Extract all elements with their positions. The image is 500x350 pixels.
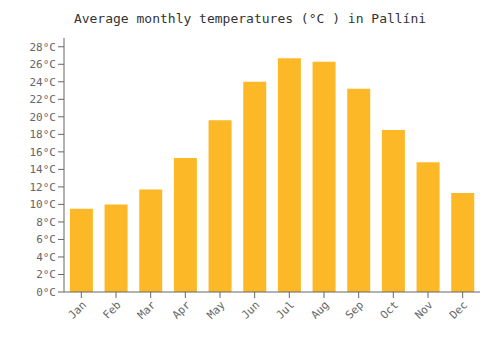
svg-text:26°C: 26°C bbox=[30, 58, 57, 71]
svg-text:6°C: 6°C bbox=[36, 233, 56, 246]
svg-text:Aug: Aug bbox=[308, 298, 331, 321]
svg-text:May: May bbox=[204, 298, 228, 322]
html-text:Average monthly temperatures (: Average monthly temperatures (°C ) in Pa… bbox=[73, 11, 427, 26]
svg-text:Dec: Dec bbox=[447, 298, 470, 321]
svg-text:Nov: Nov bbox=[412, 298, 436, 322]
svg-text:8°C: 8°C bbox=[36, 216, 56, 229]
svg-text:Sep: Sep bbox=[343, 298, 366, 321]
svg-text:0°C: 0°C bbox=[36, 286, 56, 299]
svg-text:Jan: Jan bbox=[66, 298, 89, 321]
svg-text:20°C: 20°C bbox=[30, 111, 57, 124]
svg-text:Jun: Jun bbox=[239, 298, 262, 321]
svg-text:4°C: 4°C bbox=[36, 251, 56, 264]
svg-text:12°C: 12°C bbox=[30, 181, 57, 194]
svg-text:Jul: Jul bbox=[274, 298, 297, 321]
svg-text:Apr: Apr bbox=[170, 298, 194, 322]
svg-text:28°C: 28°C bbox=[30, 41, 57, 54]
svg-text:14°C: 14°C bbox=[30, 163, 57, 176]
svg-text:18°C: 18°C bbox=[30, 128, 57, 141]
svg-text:Mar: Mar bbox=[135, 298, 159, 322]
svg-text:24°C: 24°C bbox=[30, 76, 57, 89]
svg-text:10°C: 10°C bbox=[30, 198, 57, 211]
svg-text:16°C: 16°C bbox=[30, 146, 57, 159]
svg-text:2°C: 2°C bbox=[36, 268, 56, 281]
svg-text:22°C: 22°C bbox=[30, 93, 57, 106]
svg-text:Feb: Feb bbox=[100, 298, 123, 321]
svg-text:Oct: Oct bbox=[378, 298, 401, 321]
